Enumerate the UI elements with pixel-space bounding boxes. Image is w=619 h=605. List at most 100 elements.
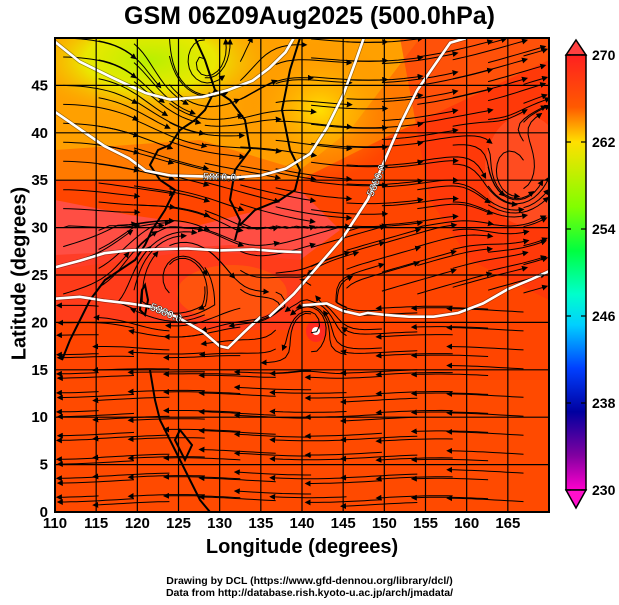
streamline bbox=[269, 493, 347, 500]
streamline bbox=[133, 229, 198, 272]
y-tick-label: 15 bbox=[31, 362, 48, 379]
streamline bbox=[375, 437, 453, 444]
colorbar-tick-label: 262 bbox=[592, 134, 616, 150]
streamline bbox=[487, 82, 547, 102]
streamline bbox=[452, 144, 505, 197]
streamline bbox=[174, 267, 216, 321]
y-tick-label: 45 bbox=[31, 77, 48, 94]
streamline bbox=[375, 333, 453, 340]
streamline bbox=[204, 38, 233, 79]
streamline bbox=[63, 208, 141, 216]
streamline bbox=[346, 227, 422, 251]
x-tick-label: 120 bbox=[125, 515, 150, 532]
streamline bbox=[133, 119, 208, 149]
streamline bbox=[169, 102, 244, 120]
streamlines bbox=[55, 38, 549, 510]
field-low-east bbox=[485, 115, 549, 225]
streamline bbox=[446, 447, 524, 455]
streamline bbox=[381, 222, 458, 245]
streamline bbox=[198, 348, 276, 358]
field-high-center bbox=[177, 265, 287, 321]
streamline bbox=[417, 135, 493, 144]
streamline bbox=[98, 40, 162, 89]
y-tick-label: 35 bbox=[31, 172, 48, 189]
streamline bbox=[63, 251, 130, 295]
x-tick-label: 150 bbox=[372, 515, 397, 532]
streamline bbox=[452, 201, 529, 220]
streamline bbox=[165, 307, 241, 329]
streamline bbox=[523, 93, 548, 104]
credit-data: Data from http://database.rish.kyoto-u.a… bbox=[165, 587, 454, 599]
colorbar-body bbox=[565, 54, 587, 491]
streamline bbox=[289, 306, 327, 353]
streamline bbox=[133, 204, 211, 218]
streamline bbox=[92, 343, 170, 351]
colorbar-tick-label: 238 bbox=[592, 395, 616, 411]
streamline bbox=[169, 207, 244, 233]
streamline bbox=[523, 188, 549, 209]
streamline bbox=[304, 499, 382, 506]
streamline bbox=[55, 332, 99, 339]
streamline bbox=[446, 495, 524, 503]
field-warm-core bbox=[240, 40, 400, 180]
streamline bbox=[127, 436, 205, 443]
streamline bbox=[239, 38, 253, 62]
streamline bbox=[341, 327, 418, 335]
y-tick-label: 30 bbox=[31, 220, 48, 237]
streamline bbox=[275, 206, 353, 221]
streamline bbox=[381, 51, 459, 65]
streamline bbox=[133, 233, 187, 291]
streamline bbox=[98, 125, 174, 150]
streamline bbox=[239, 41, 308, 82]
x-axis-label: Longitude (degrees) bbox=[205, 536, 399, 558]
y-tick-label: 25 bbox=[31, 267, 48, 284]
x-tick-label: 140 bbox=[289, 515, 314, 532]
streamline bbox=[340, 454, 418, 462]
streamline bbox=[488, 97, 549, 120]
streamline bbox=[55, 408, 99, 415]
streamline bbox=[446, 305, 524, 313]
streamline bbox=[340, 349, 418, 356]
streamline bbox=[169, 140, 246, 160]
streamline bbox=[63, 103, 139, 121]
streamline bbox=[233, 469, 312, 476]
x-tick-label: 115 bbox=[84, 515, 108, 532]
streamline bbox=[92, 396, 170, 404]
streamline bbox=[284, 299, 347, 337]
field-cold-core bbox=[55, 38, 280, 120]
streamline bbox=[381, 249, 457, 273]
streamline bbox=[523, 237, 548, 247]
streamline bbox=[204, 229, 280, 247]
streamline bbox=[168, 38, 215, 99]
streamline bbox=[98, 144, 175, 165]
streamline bbox=[340, 502, 418, 510]
streamline bbox=[417, 156, 487, 180]
streamline bbox=[198, 494, 276, 502]
streamline bbox=[452, 182, 525, 213]
streamline bbox=[446, 466, 524, 474]
colorbar-tick-label: 254 bbox=[592, 221, 616, 237]
streamline bbox=[446, 428, 524, 436]
streamline bbox=[269, 389, 347, 396]
streamline bbox=[381, 268, 457, 292]
streamline bbox=[487, 147, 535, 200]
streamline bbox=[98, 231, 158, 288]
streamline bbox=[133, 43, 189, 105]
streamline bbox=[304, 394, 382, 401]
streamline bbox=[487, 255, 547, 272]
streamline bbox=[198, 475, 276, 483]
streamline bbox=[446, 324, 524, 332]
coastline-philippines bbox=[149, 369, 211, 512]
streamline bbox=[269, 370, 347, 377]
streamline bbox=[452, 38, 529, 61]
streamline bbox=[92, 501, 170, 508]
streamline bbox=[523, 47, 549, 57]
streamline bbox=[517, 105, 547, 142]
streamline bbox=[381, 108, 459, 121]
streamline bbox=[315, 295, 382, 331]
coastline-japan bbox=[239, 38, 302, 226]
streamline bbox=[127, 369, 205, 376]
streamline bbox=[446, 409, 524, 417]
